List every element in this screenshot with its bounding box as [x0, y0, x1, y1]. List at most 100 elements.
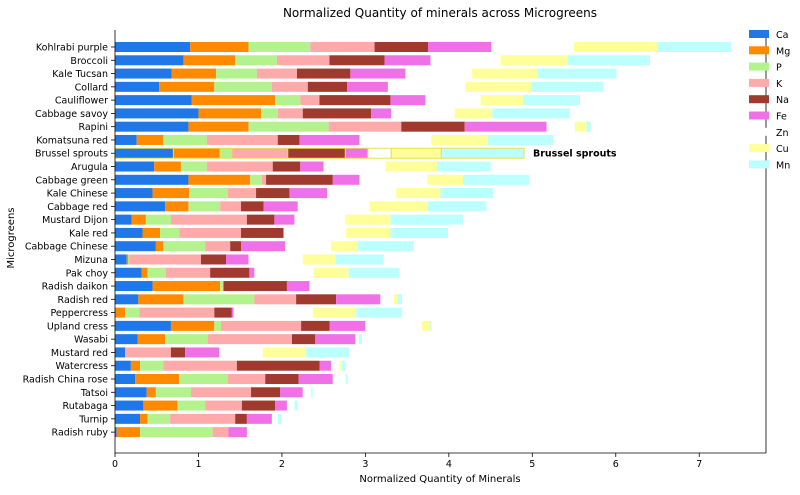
bar-kale-chinese-k	[227, 188, 257, 199]
bar-brussel-sprouts-p	[219, 147, 233, 159]
legend-label-k: K	[776, 79, 783, 90]
bar-brussel-sprouts-fe	[344, 147, 369, 159]
y-tick-label: Rapini	[78, 122, 108, 133]
bar-radish-ruby-ca	[115, 427, 117, 438]
y-tick-label: Broccoli	[70, 56, 108, 67]
y-tick-label: Komatsuna red	[36, 135, 108, 146]
bar-watercress-k	[163, 360, 237, 371]
bar-brussel-sprouts-k	[231, 147, 289, 159]
highlight-label: Brussel sprouts	[533, 149, 617, 160]
x-axis-label: Normalized Quantity of Minerals	[359, 474, 520, 485]
bar-arugula-p	[180, 161, 207, 172]
y-tick-label: Watercress	[55, 361, 108, 372]
y-axis-label: Microgreens	[6, 207, 17, 268]
bar-turnip-fe	[246, 413, 272, 424]
bar-kohlrabi-purple-mn	[657, 42, 731, 52]
bar-kohlrabi-purple-ca	[115, 42, 191, 52]
bar-watercress-zn	[331, 360, 340, 371]
x-tick-label: 4	[446, 459, 452, 470]
bar-cauliflower-na	[319, 95, 391, 106]
x-tick-label: 6	[613, 459, 619, 470]
bar-cabbage-chinese-p	[163, 241, 206, 252]
bar-radish-red-zn	[380, 294, 394, 305]
bar-cabbage-chinese-k	[205, 241, 231, 252]
bar-komatsuna-red-k	[206, 134, 278, 145]
bar-pak-choy-k	[165, 267, 211, 278]
bar-komatsuna-red-p	[163, 134, 207, 145]
bar-radish-red-fe	[336, 294, 381, 305]
bar-komatsuna-red-fe	[299, 134, 360, 145]
bar-kohlrabi-purple-zn	[491, 42, 575, 52]
bar-kohlrabi-purple-k	[310, 42, 375, 52]
bar-broccoli-k	[276, 55, 330, 66]
bar-peppercress-mg	[115, 307, 126, 318]
bar-radish-china-rose-fe	[298, 374, 333, 384]
legend-swatch-fe	[749, 111, 769, 120]
bar-rapini-cu	[574, 121, 587, 132]
bar-watercress-p	[140, 360, 164, 371]
bar-cabbage-green-ca	[115, 174, 189, 185]
bar-cabbage-green-na	[266, 174, 333, 185]
bar-peppercress-k	[139, 307, 215, 318]
x-tick-label: 7	[696, 459, 702, 470]
bar-kale-chinese-ca	[115, 188, 153, 199]
bar-radish-ruby-k	[212, 427, 229, 438]
bar-turnip-p	[147, 413, 171, 424]
bar-pak-choy-mn	[348, 267, 400, 278]
bar-cauliflower-k	[300, 95, 320, 106]
bar-upland-cress-mg	[170, 320, 215, 331]
bar-mizuna-k	[129, 254, 201, 265]
bar-radish-red-ca	[115, 294, 139, 305]
bar-broccoli-ca	[115, 55, 184, 66]
legend-label-mg: Mg	[776, 46, 790, 57]
y-tick-label: Rutabaga	[63, 401, 108, 412]
bar-cabbage-green-mg	[188, 174, 251, 185]
bar-peppercress-cu	[312, 307, 357, 318]
bar-brussel-sprouts-mg	[172, 147, 221, 159]
bar-pak-choy-zn	[254, 267, 314, 278]
bar-mustard-dijon-na	[246, 214, 275, 225]
y-tick-label: Mustard Dijon	[42, 215, 108, 226]
bar-kale-tucsan-fe	[350, 68, 406, 79]
bar-mustard-dijon-ca	[115, 214, 132, 225]
legend-swatch-mg	[749, 46, 769, 55]
bar-mizuna-p	[128, 254, 130, 265]
bar-mustard-red-fe	[185, 347, 220, 358]
bar-radish-china-rose-ca	[115, 374, 136, 384]
bar-pak-choy-fe	[249, 267, 255, 278]
y-tick-label: Wasabi	[74, 335, 108, 346]
bar-brussel-sprouts-ca	[114, 147, 174, 159]
bar-mizuna-cu	[302, 254, 336, 265]
bar-arugula-na	[272, 161, 301, 172]
bar-pak-choy-cu	[313, 267, 349, 278]
y-tick-label: Cabbage savoy	[35, 109, 108, 120]
bar-cabbage-savoy-fe	[371, 108, 392, 119]
bar-kale-tucsan-cu	[472, 68, 538, 79]
bar-kohlrabi-purple-fe	[427, 42, 492, 52]
bar-cauliflower-mg	[191, 95, 276, 106]
bar-kale-chinese-mn	[440, 188, 494, 199]
bar-upland-cress-zn	[365, 320, 423, 331]
y-tick-label: Radish China rose	[23, 375, 108, 386]
bar-mustard-red-mn	[306, 347, 350, 358]
legend-swatch-p	[749, 62, 769, 71]
legend-swatch-mn	[749, 160, 769, 169]
bar-wasabi-ca	[115, 334, 138, 345]
bar-turnip-zn	[271, 413, 278, 424]
bar-upland-cress-p	[214, 320, 221, 331]
bar-cabbage-savoy-zn	[391, 108, 455, 119]
bar-cabbage-chinese-cu	[331, 241, 358, 252]
bar-rapini-mn	[586, 121, 591, 132]
bar-kale-tucsan-k	[256, 68, 297, 79]
bar-brussel-sprouts-mn	[440, 147, 525, 159]
bar-cabbage-red-na	[241, 201, 264, 212]
bar-kale-chinese-zn	[326, 188, 397, 199]
bar-kale-red-mn	[390, 227, 449, 238]
bar-collard-zn	[387, 81, 466, 92]
bar-watercress-mg	[130, 360, 141, 371]
bar-cabbage-green-zn	[359, 174, 428, 185]
bar-cabbage-savoy-p	[261, 108, 278, 119]
bar-upland-cress-cu	[422, 320, 431, 331]
bar-cabbage-red-mn	[427, 201, 487, 212]
